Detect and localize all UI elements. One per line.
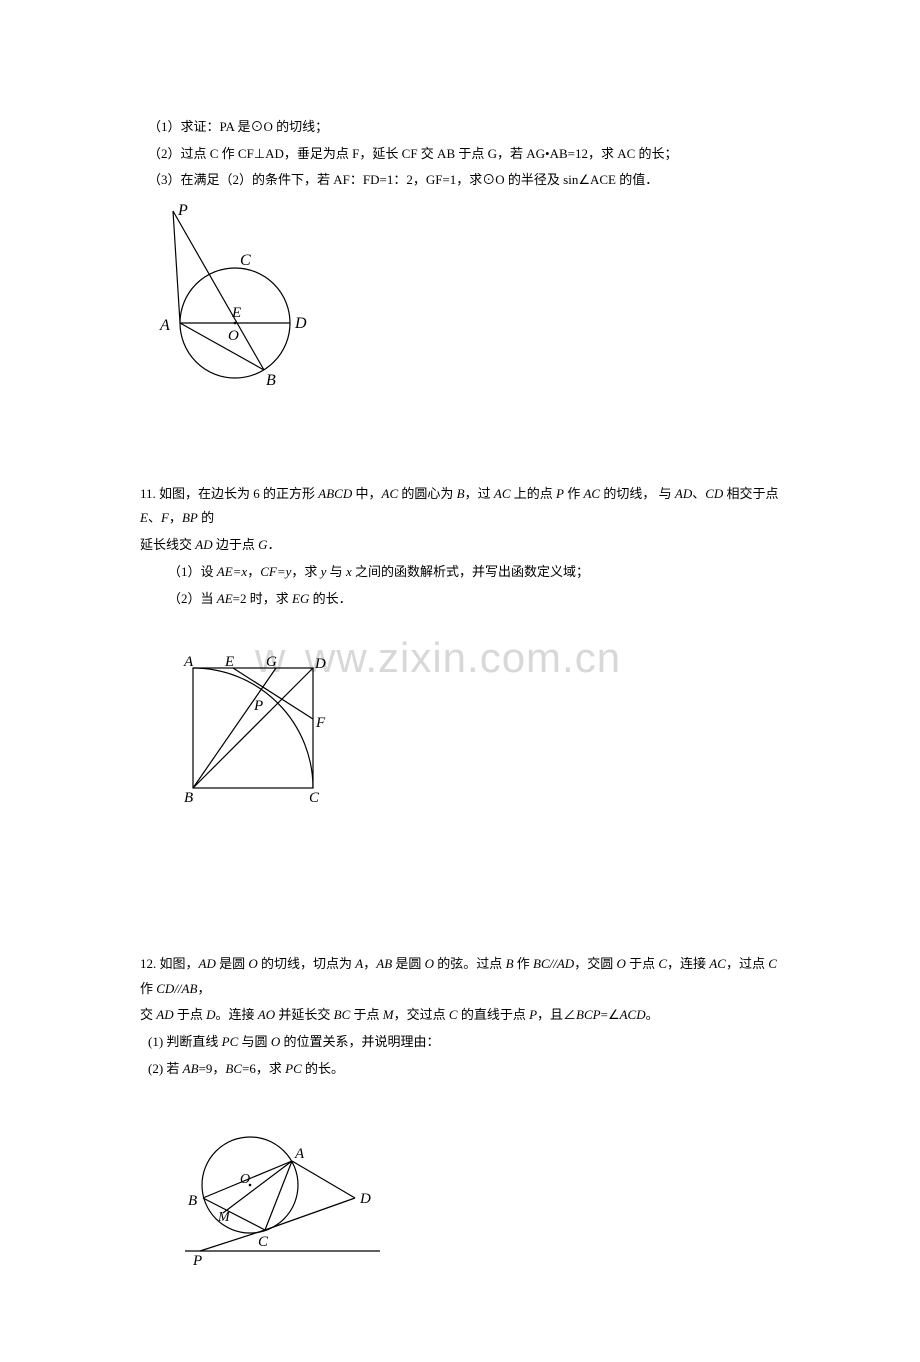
svg-text:C: C [309,790,320,806]
svg-text:D: D [359,1191,371,1207]
q12-num: 12. [140,956,156,971]
q12-sub1: (1) 判断直线 PC 与圆 O 的位置关系，并说明理由： [140,1030,780,1055]
svg-text:C: C [258,1234,269,1250]
svg-text:D: D [314,656,326,672]
svg-text:A: A [159,317,170,334]
q12-sub2: (2) 若 AB=9，BC=6，求 PC 的长。 [140,1057,780,1082]
q11-sub1: （1）设 AE=x，CF=y，求 y 与 x 之间的函数解析式，并写出函数定义域… [140,560,780,585]
q12-diagram: A O B M D C P [160,1123,780,1282]
q12-line2: 交 AD 于点 D。连接 AO 并延长交 BC 于点 M，交过点 C 的直线于点… [140,1003,780,1028]
svg-text:C: C [240,252,251,269]
svg-text:D: D [294,315,307,332]
q11-diagram: A E G D P F B C [168,653,780,822]
q11-line2: 延长线交 AD 边于点 G． [140,533,780,558]
svg-text:P: P [253,698,263,714]
q11-sub2: （2）当 AE=2 时，求 EG 的长． [140,587,780,612]
svg-text:G: G [266,654,277,670]
svg-text:O: O [228,328,239,344]
svg-text:B: B [266,372,276,389]
svg-text:A: A [294,1146,305,1162]
q10-part2: （2）过点 C 作 CF⊥AD，垂足为点 F，延长 CF 交 AB 于点 G，若… [140,142,780,167]
svg-text:F: F [315,715,326,731]
q10-part1: （1）求证：PA 是⊙O 的切线； [140,115,780,140]
svg-text:P: P [177,203,188,219]
svg-text:B: B [184,790,193,806]
q11-num: 11. [140,486,156,501]
svg-text:A: A [183,654,194,670]
svg-text:M: M [217,1210,231,1225]
svg-text:E: E [231,305,241,321]
svg-text:E: E [224,654,234,670]
q11-line1: 11. 如图，在边长为 6 的正方形 ABCD 中，AC 的圆心为 B，过 AC… [140,482,780,531]
q10-diagram: P C A D E O B [140,203,780,402]
q10-part3: （3）在满足（2）的条件下，若 AF：FD=1：2，GF=1，求⊙O 的半径及 … [140,168,780,193]
svg-text:P: P [192,1253,202,1269]
svg-text:O: O [240,1172,250,1187]
q12-line1: 12. 如图，AD 是圆 O 的切线，切点为 A，AB 是圆 O 的弦。过点 B… [140,952,780,1001]
svg-text:B: B [188,1193,197,1209]
